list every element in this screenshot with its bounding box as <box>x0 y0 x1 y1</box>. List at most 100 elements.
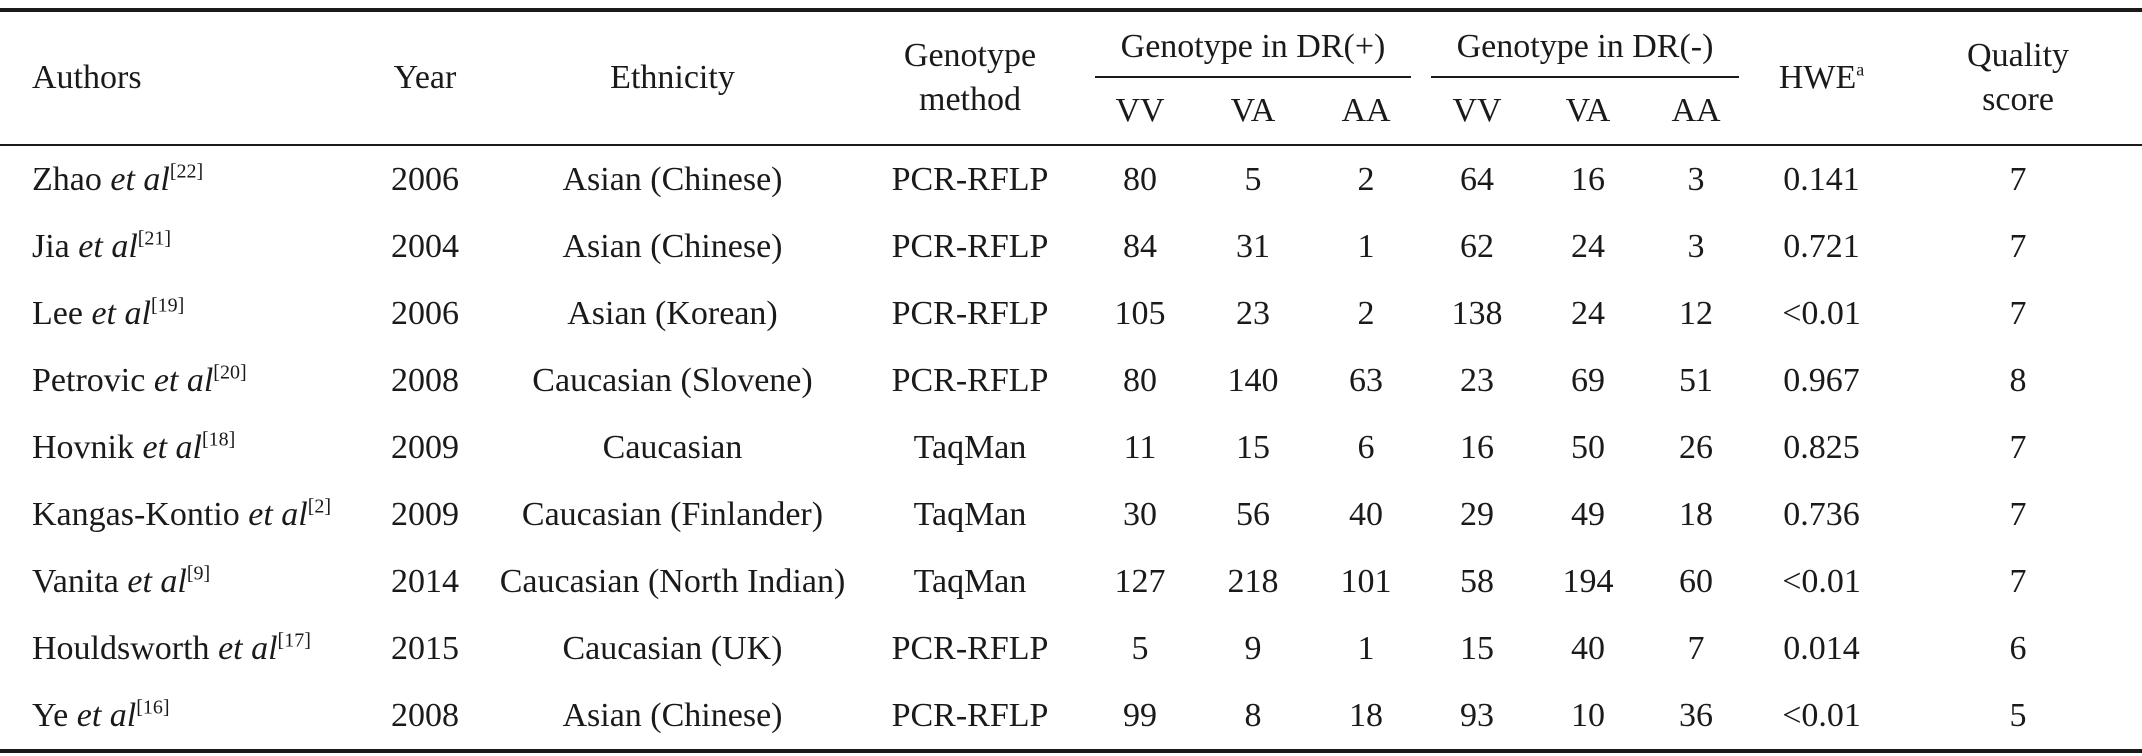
cell-pos-aa: 1 <box>1357 629 1375 667</box>
header-quality-line2: score <box>1982 81 2054 118</box>
author-reference: [18] <box>201 428 236 451</box>
cell-author: Houldsworth et al[17] <box>0 615 360 682</box>
cell-pos-va: 9 <box>1244 629 1262 667</box>
header-quality-score: Quality score <box>1894 10 2142 146</box>
cell-hwe: 0.014 <box>1783 629 1860 667</box>
cell-ethnicity: Asian (Korean) <box>567 294 778 332</box>
cell-ethnicity: Caucasian (Slovene) <box>532 361 813 399</box>
cell-method: PCR-RFLP <box>891 361 1049 399</box>
cell-hwe: 0.967 <box>1783 361 1860 399</box>
cell-author: Zhao et al[22] <box>0 145 360 213</box>
cell-hwe: <0.01 <box>1782 562 1861 600</box>
cell-pos-va: 15 <box>1236 428 1270 466</box>
cell-hwe: 0.825 <box>1783 428 1860 466</box>
cell-neg-vv: 93 <box>1460 696 1495 734</box>
cell-neg-va: 40 <box>1571 629 1606 667</box>
cell-method: PCR-RFLP <box>891 629 1049 667</box>
cell-pos-va: 218 <box>1227 562 1279 600</box>
cell-neg-aa: 51 <box>1679 361 1714 399</box>
author-reference: [17] <box>277 629 311 652</box>
author-reference: [21] <box>137 227 172 250</box>
author-name: Ye <box>32 696 69 734</box>
header-year: Year <box>360 10 490 146</box>
cell-method: PCR-RFLP <box>891 160 1049 198</box>
author-reference: [19] <box>150 294 185 317</box>
cell-neg-va: 24 <box>1571 294 1606 332</box>
author-et-al: et al <box>91 294 151 332</box>
cell-pos-aa: 2 <box>1357 160 1375 198</box>
author-name: Lee <box>32 294 83 332</box>
cell-pos-aa: 1 <box>1357 227 1375 265</box>
cell-neg-aa: 18 <box>1679 495 1714 533</box>
cell-method: TaqMan <box>913 562 1027 600</box>
cell-quality: 7 <box>2009 562 2027 600</box>
subheader-pos-va: VA <box>1195 78 1311 146</box>
cell-neg-va: 10 <box>1571 696 1606 734</box>
cell-quality: 7 <box>2009 428 2027 466</box>
table-row: Petrovic et al[20] 2008 Caucasian (Slove… <box>0 347 2142 414</box>
author-et-al: et al <box>76 696 137 734</box>
author-reference: [9] <box>186 562 211 585</box>
cell-pos-aa: 101 <box>1340 562 1392 600</box>
cell-quality: 7 <box>2009 227 2027 265</box>
header-genotype-method: Genotype method <box>855 10 1085 146</box>
cell-pos-va: 23 <box>1236 294 1270 332</box>
cell-author: Hovnik et al[18] <box>0 414 360 481</box>
table-row: Houldsworth et al[17] 2015 Caucasian (UK… <box>0 615 2142 682</box>
cell-pos-va: 31 <box>1236 227 1270 265</box>
cell-pos-va: 56 <box>1236 495 1270 533</box>
cell-neg-vv: 29 <box>1460 495 1495 533</box>
cell-ethnicity: Caucasian (UK) <box>562 629 783 667</box>
cell-neg-aa: 26 <box>1679 428 1714 466</box>
cell-pos-vv: 11 <box>1123 428 1157 466</box>
cell-author: Vanita et al[9] <box>0 548 360 615</box>
cell-quality: 5 <box>2009 696 2027 734</box>
header-group-dr-positive-label: Genotype in DR(+) <box>1095 28 1412 78</box>
cell-method: TaqMan <box>913 495 1027 533</box>
cell-neg-va: 69 <box>1571 361 1606 399</box>
cell-ethnicity: Asian (Chinese) <box>562 696 783 734</box>
subheader-pos-vv: VV <box>1085 78 1195 146</box>
header-group-dr-positive: Genotype in DR(+) <box>1085 10 1421 78</box>
cell-neg-va: 194 <box>1562 562 1614 600</box>
cell-year: 2006 <box>391 294 459 332</box>
author-name: Jia <box>32 227 70 265</box>
subheader-neg-vv: VV <box>1421 78 1534 146</box>
author-name: Kangas-Kontio <box>32 495 240 533</box>
author-et-al: et al <box>127 562 187 600</box>
cell-year: 2008 <box>391 361 459 399</box>
cell-pos-aa: 6 <box>1357 428 1375 466</box>
header-ethnicity: Ethnicity <box>490 10 855 146</box>
cell-neg-va: 50 <box>1571 428 1606 466</box>
cell-neg-vv: 23 <box>1460 361 1495 399</box>
author-et-al: et al <box>218 629 278 667</box>
cell-neg-aa: 3 <box>1687 160 1705 198</box>
cell-quality: 7 <box>2009 160 2027 198</box>
subheader-neg-va: VA <box>1533 78 1644 146</box>
cell-quality: 7 <box>2009 294 2027 332</box>
table-header: Authors Year Ethnicity Genotype method G… <box>0 10 2142 146</box>
cell-hwe: 0.736 <box>1783 495 1860 533</box>
author-name: Petrovic <box>32 361 146 399</box>
cell-ethnicity: Asian (Chinese) <box>562 160 783 198</box>
cell-neg-vv: 62 <box>1460 227 1495 265</box>
cell-ethnicity: Caucasian <box>602 428 743 466</box>
author-et-al: et al <box>110 160 170 198</box>
author-et-al: et al <box>248 495 308 533</box>
cell-pos-vv: 80 <box>1123 361 1157 399</box>
subheader-neg-aa: AA <box>1643 78 1750 146</box>
cell-neg-va: 16 <box>1571 160 1606 198</box>
cell-neg-vv: 16 <box>1460 428 1495 466</box>
author-reference: [2] <box>307 495 332 518</box>
cell-pos-aa: 40 <box>1349 495 1383 533</box>
cell-quality: 7 <box>2009 495 2027 533</box>
author-name: Vanita <box>32 562 119 600</box>
table-row: Zhao et al[22] 2006 Asian (Chinese) PCR-… <box>0 145 2142 213</box>
cell-pos-va: 5 <box>1244 160 1262 198</box>
header-group-dr-negative-label: Genotype in DR(-) <box>1431 28 1740 78</box>
cell-pos-vv: 80 <box>1123 160 1157 198</box>
cell-pos-vv: 99 <box>1123 696 1157 734</box>
cell-year: 2006 <box>391 160 459 198</box>
table-row: Vanita et al[9] 2014 Caucasian (North In… <box>0 548 2142 615</box>
